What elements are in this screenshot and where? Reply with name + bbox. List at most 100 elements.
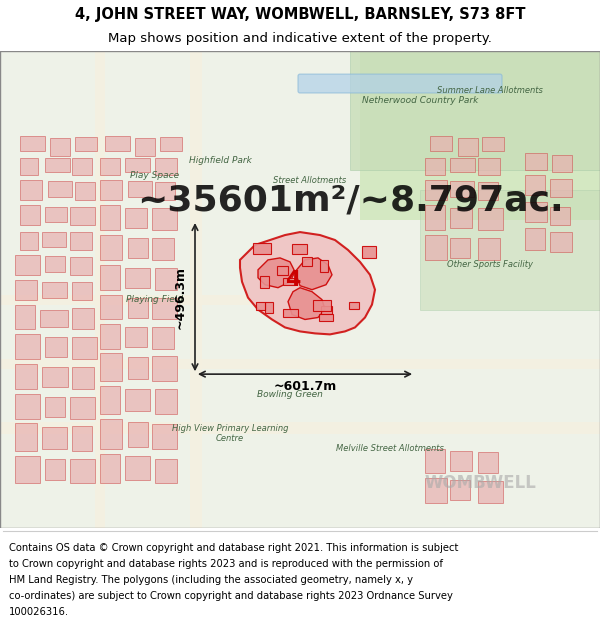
FancyBboxPatch shape [298,74,502,93]
Bar [70,232,92,250]
Text: Street Allotments: Street Allotments [274,176,347,185]
Bar [302,257,312,266]
Bar [100,158,120,176]
Bar [75,182,95,200]
Bar [283,278,295,286]
Bar [450,158,475,172]
Text: Netherwood Country Park: Netherwood Country Park [362,96,478,106]
Bar [72,367,94,389]
Text: Contains OS data © Crown copyright and database right 2021. This information is : Contains OS data © Crown copyright and d… [9,542,458,552]
Text: Other Sports Facility: Other Sports Facility [447,261,533,269]
Bar [450,238,470,258]
Bar [478,452,498,474]
Polygon shape [288,288,325,319]
Bar [550,208,570,225]
Bar [0,422,600,434]
Text: ~35601m²/~8.797ac.: ~35601m²/~8.797ac. [137,183,563,218]
Text: to Crown copyright and database rights 2023 and is reproduced with the permissio: to Crown copyright and database rights 2… [9,559,443,569]
Bar [525,202,547,222]
Bar [70,459,95,483]
Bar [45,208,67,222]
Bar [125,389,150,411]
Bar [135,138,155,156]
Bar [155,268,177,290]
Bar [152,356,177,381]
Bar [292,244,307,254]
FancyBboxPatch shape [360,51,600,220]
Bar [478,208,503,230]
Text: Map shows position and indicative extent of the property.: Map shows position and indicative extent… [108,32,492,45]
Bar [100,386,120,414]
Bar [70,208,95,225]
Bar [155,459,177,483]
Text: 4: 4 [286,270,301,290]
Bar [20,158,38,176]
Bar [100,454,120,483]
Bar [152,208,177,230]
Bar [95,51,105,528]
Bar [100,419,122,449]
Bar [15,364,37,389]
Bar [128,181,152,198]
Bar [362,246,376,258]
Bar [425,479,447,503]
Bar [478,182,498,200]
Bar [125,158,150,172]
Bar [420,191,600,309]
Bar [15,423,37,451]
Bar [20,205,40,225]
Bar [45,158,70,172]
Bar [105,136,130,151]
Bar [0,359,600,369]
Text: Playing Field: Playing Field [127,295,184,304]
Bar [277,266,289,275]
Bar [45,256,65,272]
Bar [152,424,177,449]
Bar [100,205,120,230]
Bar [45,338,67,357]
Bar [125,208,147,228]
Bar [70,257,92,275]
Bar [425,449,445,474]
Bar [349,302,359,309]
Bar [128,238,148,258]
Bar [42,367,68,387]
Bar [125,456,150,481]
Bar [128,357,148,379]
Bar [425,158,445,176]
Bar [42,282,67,298]
Bar [15,280,37,299]
Bar [450,208,472,228]
Bar [100,353,122,381]
Text: co-ordinates) are subject to Crown copyright and database rights 2023 Ordnance S: co-ordinates) are subject to Crown copyr… [9,591,453,601]
Bar [72,158,92,176]
Bar [283,309,298,317]
Bar [128,422,148,447]
Bar [450,481,470,500]
Bar [15,334,40,359]
Bar [125,268,150,288]
Bar [525,152,547,171]
Text: Play Space: Play Space [130,171,179,180]
Polygon shape [240,232,375,334]
Bar [128,298,148,318]
Bar [100,265,120,290]
Bar [152,298,177,319]
Bar [256,302,265,310]
Bar [322,306,332,314]
Bar [253,243,271,254]
Bar [75,137,97,151]
Bar [70,397,95,419]
Bar [190,51,202,528]
Polygon shape [258,258,295,288]
Bar [40,309,68,328]
Text: Highfield Park: Highfield Park [188,156,251,165]
Bar [550,179,572,198]
Bar [478,238,500,260]
Bar [313,300,331,311]
Bar [72,282,92,299]
Bar [525,228,545,250]
Bar [160,137,182,151]
Text: WOMBWELL: WOMBWELL [424,474,536,492]
Bar [478,481,503,503]
